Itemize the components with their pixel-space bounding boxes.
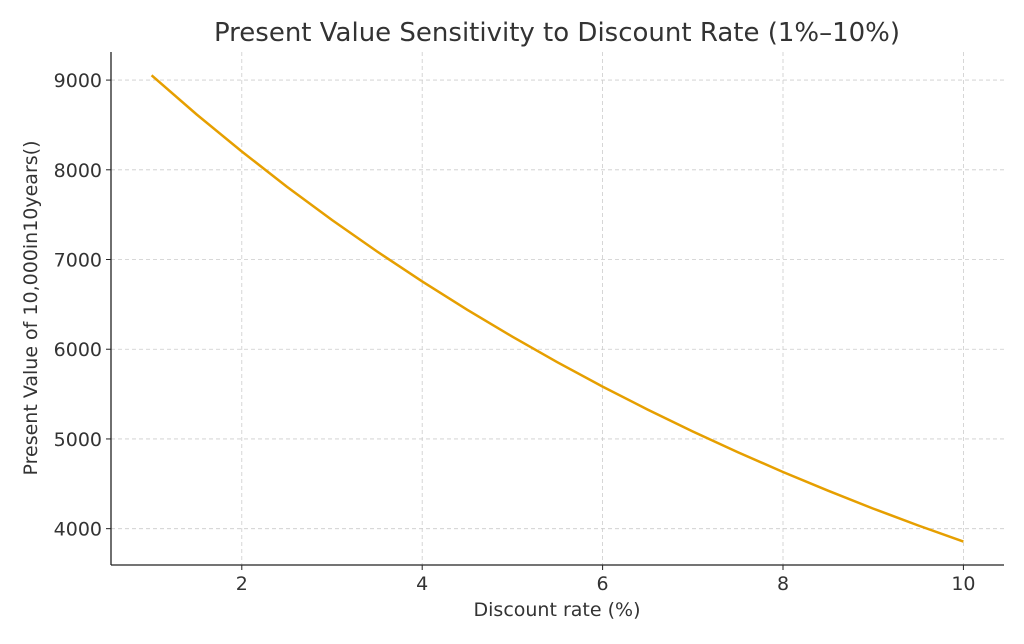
x-tick-label: 8 bbox=[777, 573, 789, 595]
x-tick-label: 4 bbox=[416, 573, 428, 595]
y-tick-label: 4000 bbox=[54, 519, 102, 541]
x-tick-label: 2 bbox=[236, 573, 248, 595]
y-tick-label: 9000 bbox=[54, 70, 102, 92]
y-tick-label: 8000 bbox=[54, 160, 102, 182]
x-axis-label: Discount rate (%) bbox=[474, 599, 641, 621]
x-tick-label: 6 bbox=[597, 573, 609, 595]
chart-title: Present Value Sensitivity to Discount Ra… bbox=[214, 18, 900, 48]
series-line-present-value bbox=[150, 74, 964, 543]
axes-frame bbox=[110, 52, 1004, 566]
y-tick-label: 5000 bbox=[54, 429, 102, 451]
ticks: 2 4 6 8 10 4000 5000 6000 7000 8000 9000 bbox=[54, 70, 976, 595]
y-tick-label: 7000 bbox=[54, 250, 102, 272]
x-tick-label: 10 bbox=[951, 573, 975, 595]
grid bbox=[111, 52, 1004, 565]
y-tick-label: 6000 bbox=[54, 339, 102, 361]
y-axis-label: Present Value of 10,000in10years() bbox=[20, 141, 42, 476]
